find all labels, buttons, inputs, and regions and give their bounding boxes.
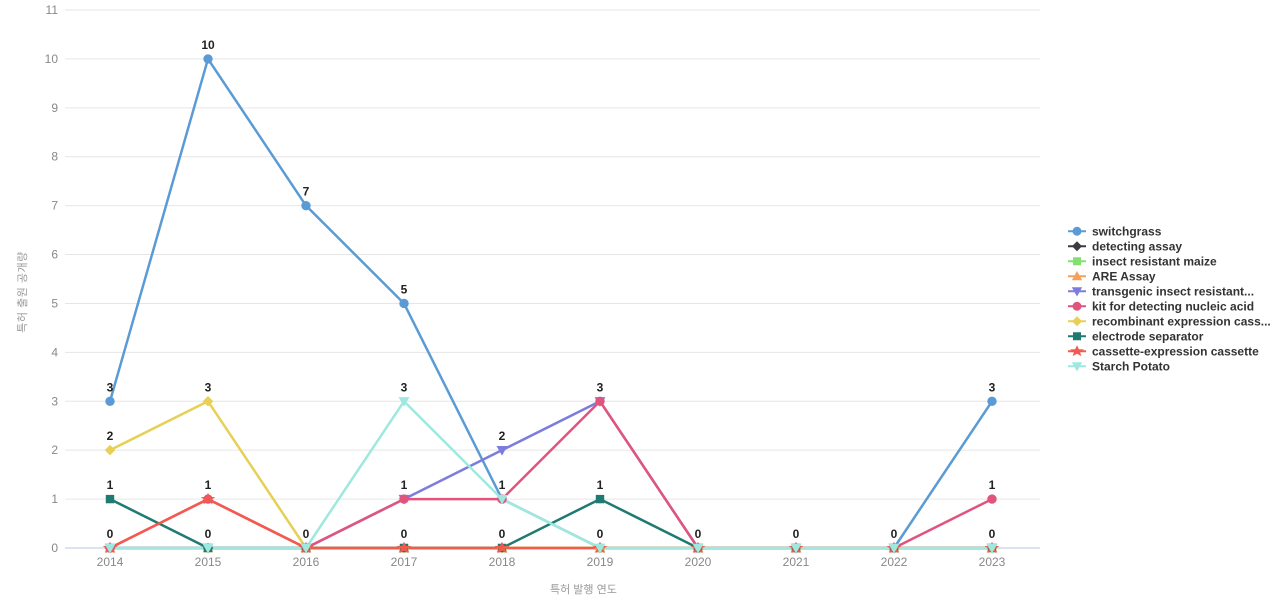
- svg-text:6: 6: [51, 248, 58, 262]
- svg-text:2: 2: [499, 429, 506, 443]
- svg-text:electrode separator: electrode separator: [1092, 329, 1204, 343]
- svg-text:1: 1: [499, 478, 506, 492]
- svg-text:2: 2: [107, 429, 114, 443]
- svg-text:3: 3: [107, 380, 114, 394]
- svg-text:0: 0: [401, 527, 408, 541]
- svg-text:0: 0: [107, 527, 114, 541]
- svg-text:3: 3: [205, 380, 212, 394]
- svg-text:detecting assay: detecting assay: [1092, 239, 1182, 253]
- svg-text:2018: 2018: [489, 555, 516, 569]
- svg-text:recombinant expression cass...: recombinant expression cass...: [1092, 314, 1271, 328]
- svg-text:0: 0: [597, 527, 604, 541]
- svg-text:1: 1: [51, 492, 58, 506]
- svg-text:7: 7: [51, 199, 58, 213]
- svg-text:2017: 2017: [391, 555, 418, 569]
- svg-text:0: 0: [891, 527, 898, 541]
- svg-text:1: 1: [597, 478, 604, 492]
- svg-text:kit for detecting nucleic acid: kit for detecting nucleic acid: [1092, 299, 1254, 313]
- svg-text:1: 1: [107, 478, 114, 492]
- svg-text:2016: 2016: [293, 555, 320, 569]
- svg-text:2023: 2023: [979, 555, 1006, 569]
- svg-text:0: 0: [793, 527, 800, 541]
- svg-text:7: 7: [303, 185, 310, 199]
- svg-text:insect resistant maize: insect resistant maize: [1092, 254, 1217, 268]
- svg-text:Starch Potato: Starch Potato: [1092, 359, 1170, 373]
- svg-text:2022: 2022: [881, 555, 908, 569]
- svg-text:10: 10: [201, 38, 215, 52]
- svg-text:1: 1: [989, 478, 996, 492]
- svg-text:11: 11: [46, 3, 59, 17]
- svg-text:switchgrass: switchgrass: [1092, 224, 1162, 238]
- svg-text:0: 0: [51, 541, 58, 555]
- svg-text:2020: 2020: [685, 555, 712, 569]
- svg-text:ARE Assay: ARE Assay: [1092, 269, 1156, 283]
- svg-text:transgenic insect resistant...: transgenic insect resistant...: [1092, 284, 1254, 298]
- svg-text:5: 5: [51, 296, 58, 310]
- svg-text:0: 0: [303, 527, 310, 541]
- svg-text:4: 4: [51, 345, 58, 359]
- svg-text:3: 3: [597, 380, 604, 394]
- svg-text:2014: 2014: [97, 555, 124, 569]
- svg-text:3: 3: [989, 380, 996, 394]
- svg-text:0: 0: [989, 527, 996, 541]
- svg-text:0: 0: [205, 527, 212, 541]
- svg-text:0: 0: [499, 527, 506, 541]
- svg-text:0: 0: [695, 527, 702, 541]
- svg-text:3: 3: [401, 380, 408, 394]
- svg-text:9: 9: [51, 101, 58, 115]
- svg-text:1: 1: [205, 478, 212, 492]
- svg-text:5: 5: [401, 282, 408, 296]
- svg-text:2019: 2019: [587, 555, 614, 569]
- svg-text:2: 2: [51, 443, 58, 457]
- svg-text:1: 1: [401, 478, 408, 492]
- svg-text:8: 8: [51, 150, 58, 164]
- svg-text:3: 3: [51, 394, 58, 408]
- svg-text:2021: 2021: [783, 555, 810, 569]
- svg-text:2015: 2015: [195, 555, 222, 569]
- svg-text:cassette-expression cassette: cassette-expression cassette: [1092, 344, 1259, 358]
- svg-text:10: 10: [45, 52, 59, 66]
